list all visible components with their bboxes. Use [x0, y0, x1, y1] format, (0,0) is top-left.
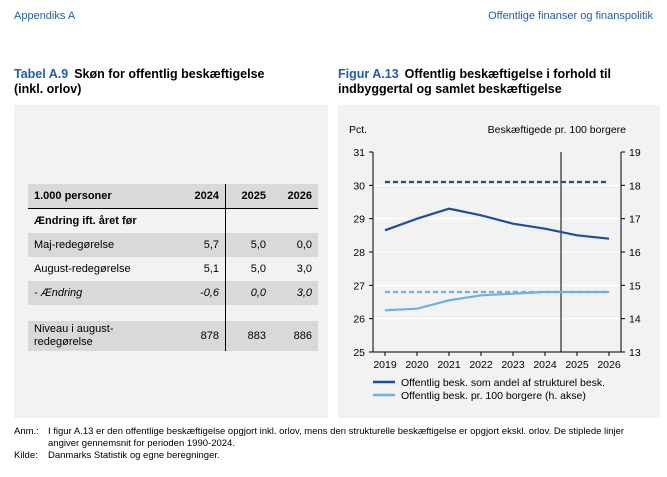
note-label: Anm.: [14, 426, 39, 437]
left-tick-label: 31 [353, 147, 365, 159]
header-section-title: Appendiks A [14, 10, 76, 22]
legend-label-1: Offentlig besk. pr. 100 borgere (h. akse… [401, 390, 586, 402]
cell-value: 878 [179, 321, 226, 351]
left-tick-label: 25 [353, 347, 365, 359]
level-label-line1: Niveau i august- [34, 323, 114, 335]
column-header: 2025 [225, 184, 272, 209]
x-tick-label: 2023 [501, 359, 525, 371]
chart-panel: Pct. Beskæftigede pr. 100 borgere 25 26 27 28… [338, 105, 660, 418]
left-tick-label: 29 [353, 214, 365, 226]
cell-value: 5,7 [179, 233, 226, 257]
left-tick-label: 28 [353, 247, 365, 259]
table-title-line2: (inkl. orlov) [14, 82, 82, 96]
figure-title: Figur A.13 Offentlig beskæftigelse i forh… [338, 67, 658, 97]
x-tick-label: 2024 [533, 359, 557, 371]
x-tick-label: 2021 [437, 359, 461, 371]
cell-value: 3,0 [296, 263, 312, 275]
legend-label-0: Offentlig besk. som andel af strukturel … [401, 377, 605, 389]
cell-value: 5,0 [250, 263, 266, 275]
right-tick-label: 13 [629, 347, 641, 359]
header-chapter-title: Offentlige finanser og finanspolitik [488, 10, 653, 22]
left-tick-label: 26 [353, 314, 365, 326]
column-header: 2026 [272, 184, 318, 209]
right-tick-label: 18 [629, 180, 641, 192]
cell-value: 0,0 [272, 233, 318, 257]
source-label: Kilde: [14, 450, 38, 461]
cell-value: -0,6 [179, 281, 226, 305]
table-number: Tabel A.9 [14, 67, 69, 81]
column-header: 2024 [179, 184, 226, 209]
x-tick-label: 2019 [373, 359, 397, 371]
figure-title-line2: indbyggertal og samlet beskæftigelse [338, 82, 562, 96]
table-row-level: Niveau i august-redegørelse 878 883 886 [28, 321, 318, 351]
column-header: 1.000 personer [28, 184, 179, 209]
x-tick-label: 2026 [597, 359, 621, 371]
figure-title-line1: Offentlig beskæftigelse i forhold til [404, 67, 611, 81]
cell-value: 3,0 [272, 281, 318, 305]
level-label-line2: redegørelse [34, 336, 93, 348]
row-label: - Ændring [28, 281, 179, 305]
employment-line-chart: Pct. Beskæftigede pr. 100 borgere 25 26 27 28… [349, 124, 641, 402]
right-axis-label: Beskæftigede pr. 100 borgere [488, 124, 627, 136]
x-tick-label: 2020 [405, 359, 429, 371]
x-tick-label: 2022 [469, 359, 493, 371]
table-title: Tabel A.9 Skøn for offentlig beskæftigels… [14, 67, 324, 97]
right-tick-label: 19 [629, 147, 641, 159]
right-tick-label: 15 [629, 280, 641, 292]
x-tick-label: 2025 [565, 359, 589, 371]
cell-value: 5,0 [225, 233, 272, 257]
table-row: - Ændring -0,6 0,0 3,0 [28, 281, 318, 305]
row-label: Maj-redegørelse [28, 233, 179, 257]
note-text: I figur A.13 er den offentlige beskæftig… [48, 426, 625, 449]
left-tick-label: 27 [353, 280, 365, 292]
table-header-row: 1.000 personer 2024 2025 2026 [28, 184, 318, 209]
series-line-0 [384, 207, 610, 240]
table-title-line1: Skøn for offentlig beskæftigelse [74, 67, 265, 81]
right-tick-label: 17 [629, 214, 641, 226]
table-subheader-row: Ændring ift. året før [28, 208, 318, 233]
cell-value: 5,1 [179, 257, 226, 281]
table-panel: 1.000 personer 2024 2025 2026 Ændring if… [14, 105, 328, 418]
employment-table: 1.000 personer 2024 2025 2026 Ændring if… [28, 184, 318, 351]
source-text: Danmarks Statistik og egne beregninger. [48, 450, 220, 461]
table-row: August-redegørelse 5,1 5,0 3,0 [28, 257, 318, 281]
series-line-1 [384, 290, 609, 312]
left-tick-label: 30 [353, 180, 365, 192]
cell-value: 883 [225, 321, 272, 351]
row-label: Niveau i august-redegørelse [28, 321, 179, 351]
table-row: Maj-redegørelse 5,7 5,0 0,0 [28, 233, 318, 257]
cell-value: 0,0 [225, 281, 272, 305]
cell-value: 886 [272, 321, 318, 351]
left-axis-label: Pct. [349, 124, 367, 136]
footnotes: Anm.: I figur A.13 er den offentlige bes… [14, 426, 654, 462]
row-label: August-redegørelse [34, 263, 131, 275]
right-tick-label: 14 [629, 314, 641, 326]
figure-number: Figur A.13 [338, 67, 399, 81]
right-tick-label: 16 [629, 247, 641, 259]
table-subheader: Ændring ift. året før [34, 215, 137, 227]
